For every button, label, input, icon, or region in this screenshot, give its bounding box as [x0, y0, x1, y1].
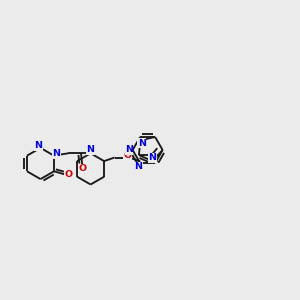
Text: N: N	[87, 145, 94, 154]
Text: N: N	[138, 139, 146, 148]
Text: N: N	[135, 162, 142, 171]
Text: N: N	[87, 145, 94, 154]
Text: N: N	[52, 149, 60, 158]
Text: O: O	[124, 152, 132, 160]
Text: N: N	[148, 153, 157, 162]
Text: N: N	[125, 146, 133, 154]
Text: O: O	[78, 164, 86, 173]
Text: N: N	[34, 141, 42, 150]
Text: O: O	[64, 170, 73, 179]
